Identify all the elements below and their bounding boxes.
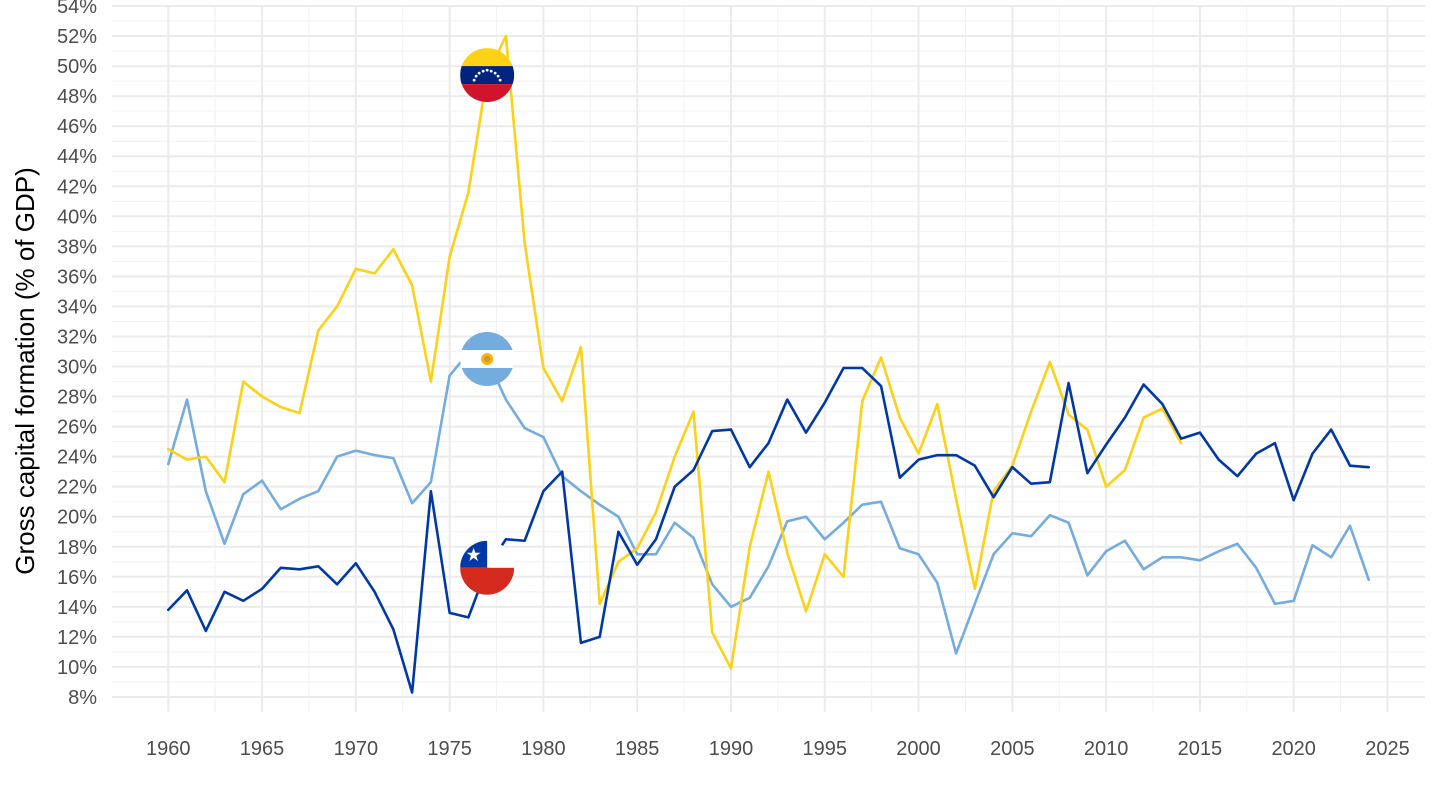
venezuela-flag-icon bbox=[460, 48, 515, 103]
y-axis-title: Gross capital formation (% of GDP) bbox=[10, 167, 40, 574]
x-tick-label: 2020 bbox=[1271, 738, 1316, 760]
y-tick-label: 42% bbox=[57, 176, 97, 198]
y-tick-label: 52% bbox=[57, 26, 97, 48]
y-tick-label: 34% bbox=[57, 296, 97, 318]
minor-gridlines bbox=[112, 6, 1425, 712]
x-tick-label: 1985 bbox=[615, 738, 660, 760]
y-tick-label: 12% bbox=[57, 627, 97, 649]
x-tick-label: 1975 bbox=[427, 738, 472, 760]
y-tick-label: 32% bbox=[57, 326, 97, 348]
y-tick-label: 10% bbox=[57, 657, 97, 679]
y-tick-label: 26% bbox=[57, 417, 97, 439]
x-tick-label: 2010 bbox=[1084, 738, 1129, 760]
y-tick-label: 48% bbox=[57, 86, 97, 108]
y-tick-label: 46% bbox=[57, 116, 97, 138]
y-tick-label: 16% bbox=[57, 567, 97, 589]
y-tick-label: 20% bbox=[57, 507, 97, 529]
argentina-flag-icon bbox=[460, 332, 515, 386]
x-tick-label: 2025 bbox=[1365, 738, 1410, 760]
x-axis: 1960 1965 1970 1975 1980 1985 1990 1995 2000 2005… bbox=[146, 738, 1410, 760]
y-tick-label: 22% bbox=[57, 477, 97, 499]
chile-flag-icon bbox=[460, 540, 515, 595]
y-tick-label: 38% bbox=[57, 236, 97, 258]
x-tick-label: 1990 bbox=[709, 738, 754, 760]
x-tick-label: 1970 bbox=[334, 738, 379, 760]
y-tick-label: 24% bbox=[57, 447, 97, 469]
y-tick-label: 50% bbox=[57, 56, 97, 78]
x-tick-label: 2015 bbox=[1178, 738, 1223, 760]
y-tick-label: 18% bbox=[57, 537, 97, 559]
x-tick-label: 1980 bbox=[521, 738, 566, 760]
y-axis: 8% 10% 12% 14% 16% 18% 20% 22% 24% 26% 28% 30% 32% 34… bbox=[57, 0, 97, 709]
y-tick-label: 44% bbox=[57, 146, 97, 168]
y-tick-label: 28% bbox=[57, 387, 97, 409]
y-tick-label: 14% bbox=[57, 597, 97, 619]
major-gridlines bbox=[112, 5, 1425, 712]
series-line-argentina bbox=[166, 351, 1371, 655]
x-tick-label: 2005 bbox=[990, 738, 1035, 760]
x-tick-label: 1995 bbox=[803, 738, 848, 760]
series-lines bbox=[166, 34, 1371, 694]
x-tick-label: 2000 bbox=[896, 738, 941, 760]
series-line-chile bbox=[166, 366, 1371, 694]
y-tick-label: 40% bbox=[57, 206, 97, 228]
y-tick-label: 30% bbox=[57, 357, 97, 379]
y-tick-label: 54% bbox=[57, 0, 97, 18]
series-line-venezuela bbox=[166, 34, 1183, 670]
y-tick-label: 8% bbox=[68, 687, 97, 709]
y-tick-label: 36% bbox=[57, 266, 97, 288]
x-tick-label: 1960 bbox=[146, 738, 191, 760]
x-tick-label: 1965 bbox=[240, 738, 285, 760]
